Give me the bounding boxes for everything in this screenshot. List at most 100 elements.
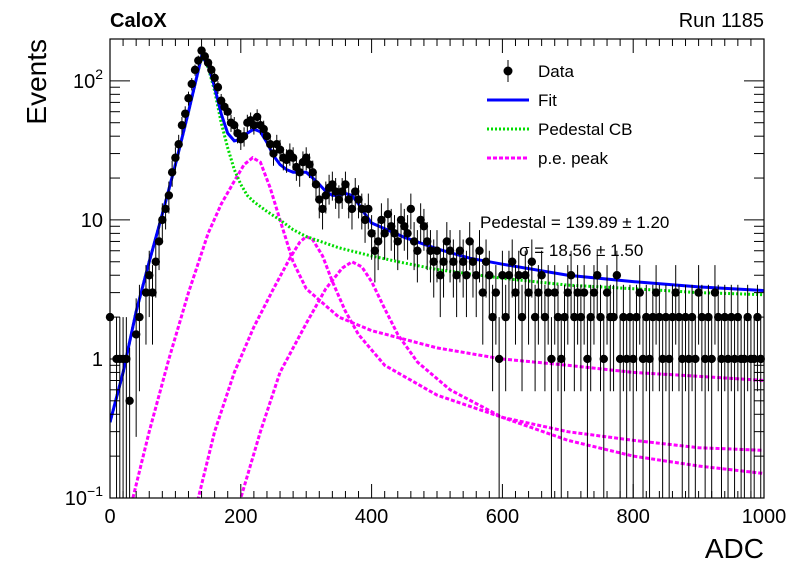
data-marker [328,180,337,189]
data-point-5 [125,347,134,498]
data-point-129 [537,250,546,318]
data-point-179 [700,317,710,498]
data-marker [465,237,474,246]
x-tick-label: 200 [224,506,257,528]
data-point-8 [141,265,151,345]
data-point-187 [727,284,736,392]
data-point-38 [239,127,249,147]
data-marker [390,229,399,238]
data-point-29 [210,72,219,85]
data-marker [707,354,716,364]
data-point-14 [161,193,170,230]
data-marker [419,222,429,231]
data-marker [615,354,625,364]
data-point-62 [318,193,327,230]
data-marker [671,288,680,297]
data-point-164 [651,265,661,345]
data-point-60 [311,171,321,201]
data-point-181 [707,317,716,498]
data-marker [223,107,232,116]
data-marker [318,204,327,214]
data-marker [426,246,435,255]
data-marker [475,246,484,255]
data-point-6 [131,298,141,437]
data-marker [249,120,259,130]
legend-label: p.e. peak [538,149,608,168]
data-point-161 [642,284,651,392]
data-marker [181,109,190,118]
data-point-114 [488,284,497,392]
data-marker [154,237,164,246]
data-marker [311,180,321,189]
data-point-23 [190,64,200,76]
data-marker [171,153,180,162]
legend-label: Pedestal CB [538,120,633,139]
legend-entry-data: Data [503,60,574,82]
legend-entry-p-e-peak: p.e. peak [487,149,608,168]
data-point-105 [458,239,468,298]
data-point-154 [619,284,628,392]
data-marker [135,312,144,322]
y-tick-label: 10 [81,210,103,232]
data-point-28 [207,64,216,76]
data-point-92 [416,203,425,243]
data-marker [331,187,340,196]
data-marker [478,288,487,297]
data-point-89 [406,193,416,230]
data-marker [315,195,324,204]
data-point-88 [403,215,412,260]
data-point-90 [409,222,419,271]
data-point-151 [609,284,618,392]
data-marker [252,112,262,122]
data-point-17 [171,147,180,171]
data-marker [537,271,546,280]
data-point-162 [645,317,654,498]
data-point-134 [553,284,563,392]
data-marker [609,312,618,322]
experiment-label: CaloX [110,10,167,32]
data-point-27 [203,57,213,69]
data-marker [302,153,311,162]
data-marker [321,191,331,200]
data-point-139 [570,284,579,392]
data-marker [511,288,520,297]
data-marker [393,237,402,246]
data-point-189 [733,284,743,392]
data-marker [259,124,268,134]
data-point-7 [135,284,144,392]
data-point-78 [370,230,380,283]
data-marker [573,288,582,297]
data-point-155 [622,317,631,498]
data-marker [550,288,559,297]
data-marker [743,312,752,322]
data-point-72 [351,178,360,209]
data-point-146 [593,250,602,318]
data-marker [586,312,595,322]
data-marker [661,312,671,322]
data-point-143 [583,317,592,498]
data-marker [566,271,576,280]
data-point-124 [521,250,530,318]
data-marker [200,52,210,61]
data-point-109 [472,250,481,318]
data-marker [210,73,219,83]
data-marker [619,312,628,322]
data-marker [579,288,589,297]
data-marker [491,288,501,297]
data-marker [262,131,272,141]
data-marker [167,168,177,177]
data-marker [422,237,432,246]
data-point-74 [357,193,366,230]
data-point-85 [393,222,402,271]
data-marker [527,257,537,266]
y-tick-label: 102 [73,66,103,93]
data-marker [668,312,677,322]
data-point-137 [563,265,572,345]
data-marker [593,271,602,280]
data-point-20 [181,106,190,123]
data-marker [635,288,644,297]
data-marker [370,246,380,255]
sigma-annotation: σ = 18.56 ± 1.50 [519,241,643,260]
